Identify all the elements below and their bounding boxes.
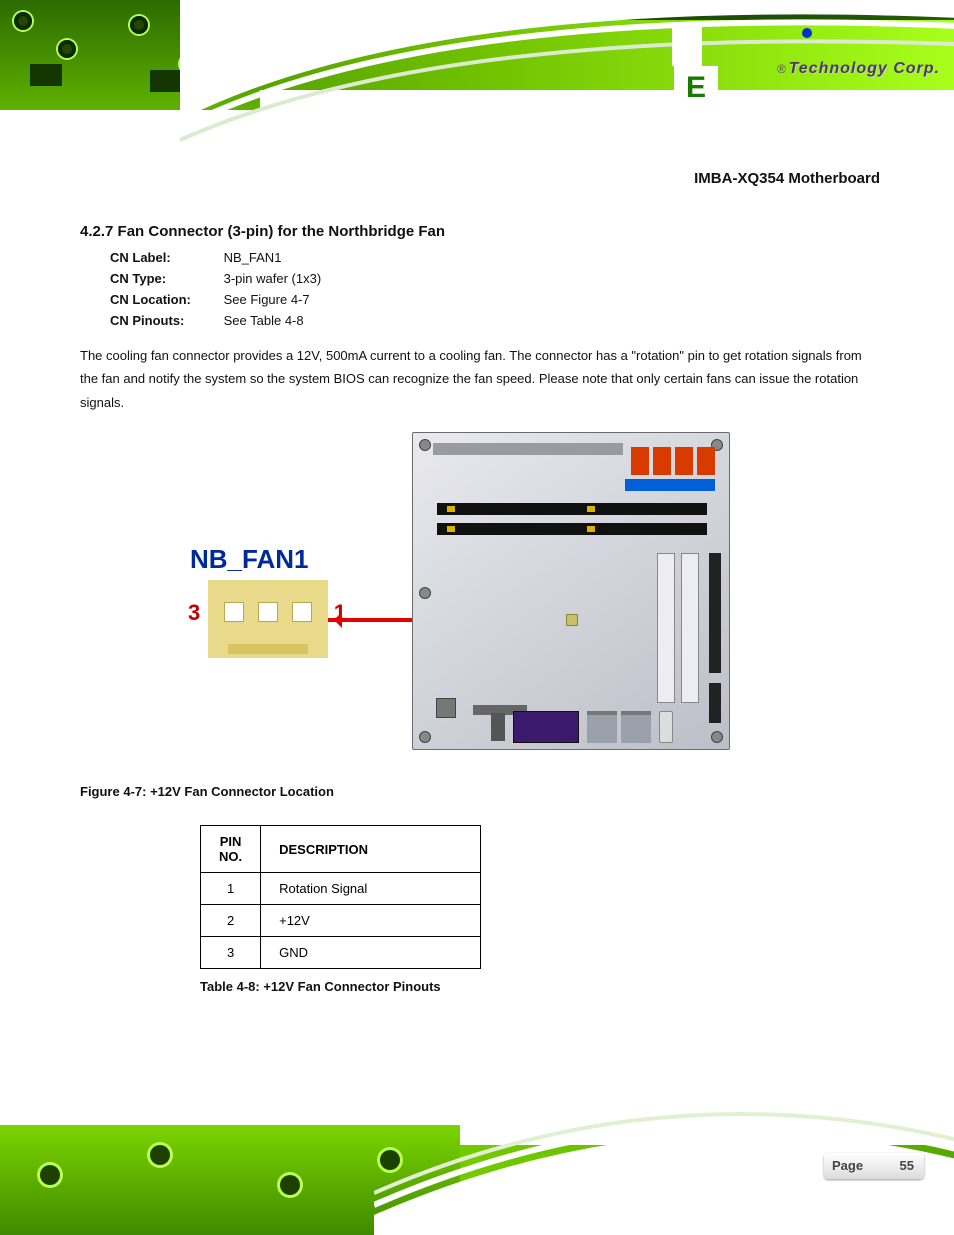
brand-reg: ® [777,62,786,76]
pin-1-icon [292,602,312,622]
callout-title: NB_FAN1 [190,544,308,575]
bottom-banner: Page 55 [0,1095,954,1235]
callout: NB_FAN1 [190,544,308,581]
table-row: 3 GND [201,937,481,969]
page-label: Page [832,1158,863,1173]
pinout-table: PIN NO. DESCRIPTION 1 Rotation Signal 2 … [200,825,481,969]
th-desc: DESCRIPTION [261,826,481,873]
fan-header-on-board-icon [567,615,577,625]
figure-caption: Figure 4-7: +12V Fan Connector Location [80,784,880,799]
kv-cn-type: CN Type: 3-pin wafer (1x3) [110,271,880,286]
pin-3-icon [224,602,244,622]
brand-logo: E ® Technology Corp. [672,22,936,80]
brand-tag: Technology Corp. [789,60,940,78]
page-marker: Page 55 [824,1153,924,1179]
section-heading: 4.2.7 Fan Connector (3-pin) for the Nort… [80,223,880,240]
motherboard-illustration [412,432,730,750]
page-number: 55 [900,1158,914,1173]
document-body: IMBA-XQ354 Motherboard 4.2.7 Fan Connect… [80,150,880,994]
pin-3-label: 3 [188,600,200,626]
table-row: 1 Rotation Signal [201,873,481,905]
connector-drawing: 3 1 [208,580,328,658]
pcb-art-bottom [0,1125,460,1235]
section-number: 4.2.7 [80,223,113,240]
pin-2-icon [258,602,278,622]
kv-cn-pinouts: CN Pinouts: See Table 4-8 [110,313,880,328]
figure-4-7: NB_FAN1 3 1 [190,432,730,762]
top-banner: E ® Technology Corp. [0,0,954,130]
th-pin: PIN NO. [201,826,261,873]
product-title: IMBA-XQ354 Motherboard [80,170,880,187]
body-paragraph: The cooling fan connector provides a 12V… [80,344,880,414]
brand-e: E [674,66,718,110]
section-title: Fan Connector (3-pin) for the Northbridg… [118,223,445,240]
pcb-art-top [0,0,260,110]
kv-cn-location: CN Location: See Figure 4-7 [110,292,880,307]
table-caption: Table 4-8: +12V Fan Connector Pinouts [200,979,880,994]
table-row: 2 +12V [201,905,481,937]
kv-cn-label: CN Label: NB_FAN1 [110,250,880,265]
